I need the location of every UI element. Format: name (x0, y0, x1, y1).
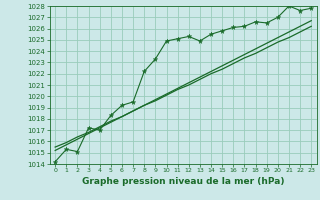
X-axis label: Graphe pression niveau de la mer (hPa): Graphe pression niveau de la mer (hPa) (82, 177, 284, 186)
